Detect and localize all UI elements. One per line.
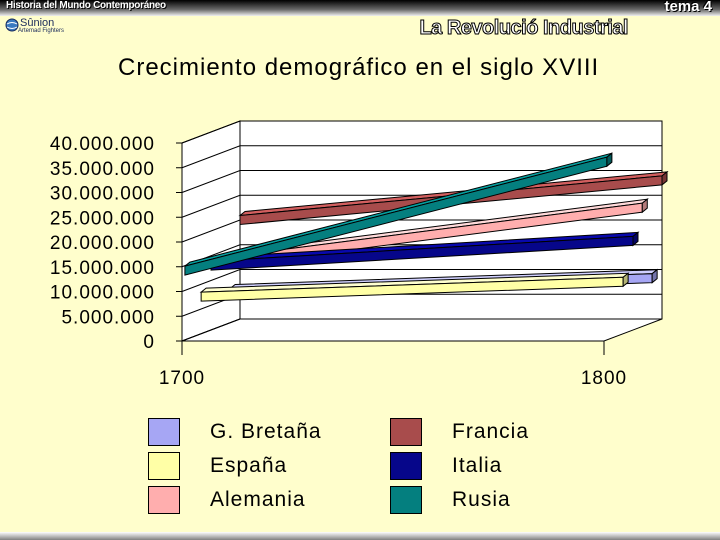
chart-floor [181, 318, 663, 342]
series-ribbon-end [606, 152, 613, 168]
legend-swatch [148, 452, 180, 480]
legend-swatch [148, 418, 180, 446]
legend-label: Francia [452, 420, 530, 443]
y-tick-label: 30.000.000 [50, 184, 155, 205]
legend-label: G. Bretaña [210, 420, 322, 443]
gridline [181, 145, 662, 169]
series-ribbon-end [632, 231, 639, 247]
series-ribbon-end [641, 198, 648, 214]
legend-label: Rusia [452, 488, 511, 511]
lesson-number: tema 4 [664, 0, 712, 15]
section-title: La Revolució Industrial [419, 17, 629, 40]
globe-icon [5, 18, 19, 32]
legend-swatch [390, 418, 422, 446]
chart-title: Crecimiento demográfico en el siglo XVII… [118, 54, 600, 81]
header-bar: Historia del Mundo Contemporáneo tema 4 [0, 0, 720, 16]
sunion-logo: Sûnion Artemad Fighters [4, 16, 104, 36]
legend-label: Italia [452, 454, 503, 477]
x-tick-label: 1700 [159, 368, 205, 389]
gridline [181, 120, 662, 144]
y-tick-label: 10.000.000 [50, 283, 155, 304]
y-tick-label: 35.000.000 [50, 159, 155, 180]
gridline [181, 170, 662, 193]
logo-subtitle: Artemad Fighters [18, 28, 65, 34]
legend-swatch [390, 486, 422, 514]
footer-bar [0, 532, 720, 540]
y-tick-label: 20.000.000 [50, 233, 155, 254]
x-tick-label: 1800 [581, 368, 627, 389]
series-ribbon-end [651, 268, 658, 284]
y-tick-label: 5.000.000 [61, 307, 155, 328]
series-ribbon-end [661, 170, 668, 186]
logo-name: Sûnion [20, 17, 55, 29]
legend-swatch [148, 486, 180, 514]
legend-label: España [210, 454, 288, 477]
y-tick-label: 0 [143, 332, 155, 353]
gridline [181, 318, 662, 342]
y-tick-label: 40.000.000 [50, 134, 155, 155]
series-ribbon-end [622, 272, 629, 288]
y-tick-label: 25.000.000 [50, 208, 155, 229]
legend-label: Alemania [210, 488, 306, 511]
course-title: Historia del Mundo Contemporáneo [6, 0, 166, 11]
gridline [181, 269, 662, 292]
legend-swatch [390, 452, 422, 480]
y-tick-label: 15.000.000 [50, 258, 155, 279]
